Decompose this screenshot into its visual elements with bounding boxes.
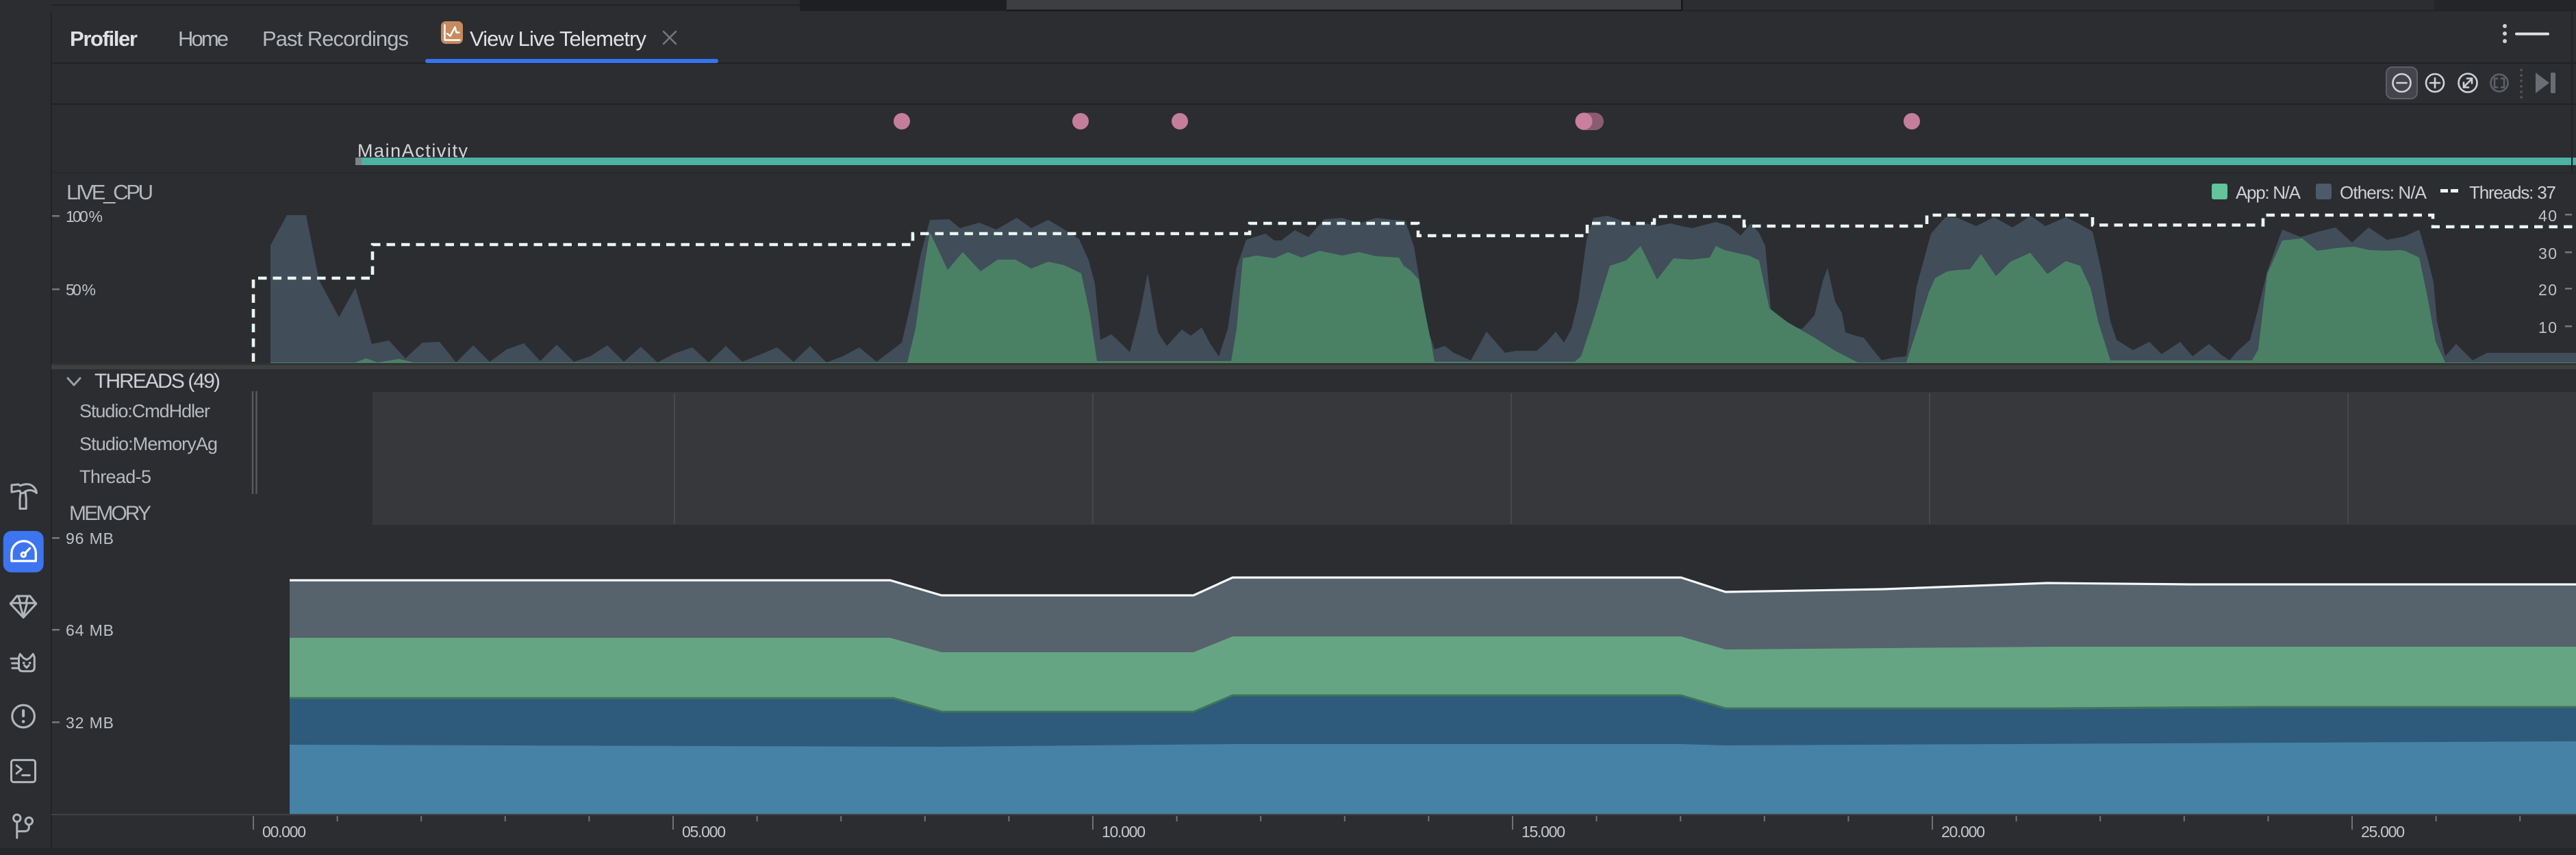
svg-text:64 MB: 64 MB [66,621,114,639]
svg-text:LIVE_CPU: LIVE_CPU [66,180,153,204]
svg-text:View Live Telemetry: View Live Telemetry [470,27,647,51]
svg-text:00.000: 00.000 [262,823,306,841]
svg-text:25.000: 25.000 [2361,823,2405,841]
svg-text:App: N/A: App: N/A [2236,182,2301,203]
svg-text:40: 40 [2538,207,2557,225]
svg-text:50 %: 50 % [66,281,96,299]
svg-text:Studio:MemoryAg: Studio:MemoryAg [79,434,218,454]
svg-text:05.000: 05.000 [682,823,726,841]
svg-text:MEMORY: MEMORY [69,502,151,525]
svg-text:20.000: 20.000 [1941,823,1985,841]
svg-text:15.000: 15.000 [1521,823,1565,841]
svg-text:Others: N/A: Others: N/A [2340,182,2427,203]
svg-text:100 %: 100 % [66,208,103,225]
svg-text:Thread-5: Thread-5 [79,467,151,487]
svg-text:96 MB: 96 MB [66,530,114,547]
svg-text:Threads: 37: Threads: 37 [2469,182,2556,203]
svg-text:Studio:CmdHdler: Studio:CmdHdler [79,401,210,421]
svg-text:30: 30 [2538,245,2557,262]
svg-text:10.000: 10.000 [1102,823,1146,841]
svg-text:20: 20 [2538,281,2557,299]
svg-text:Profiler: Profiler [70,27,138,51]
svg-text:32 MB: 32 MB [66,714,114,732]
svg-text:THREADS (49): THREADS (49) [94,370,220,393]
svg-text:Past Recordings: Past Recordings [262,27,409,51]
svg-text:Home: Home [178,27,229,51]
svg-text:10: 10 [2538,319,2557,336]
